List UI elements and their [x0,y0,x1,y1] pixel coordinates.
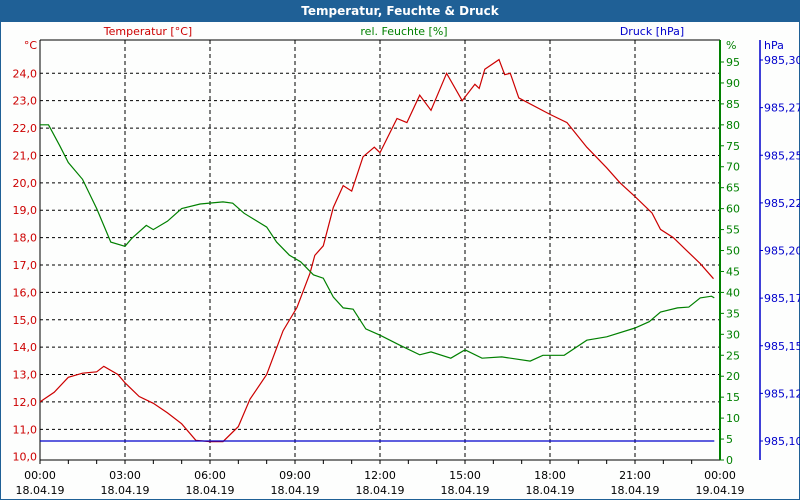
humidity-tick-label: 55 [726,224,740,237]
pressure-tick-label: 985,30 [764,54,800,67]
x-tick-time: 21:00 [619,469,651,482]
temperature-tick-label: 20,0 [13,177,38,190]
temperature-tick-label: 18,0 [13,232,38,245]
pressure-unit-label: hPa [764,39,784,52]
x-tick-date: 19.04.19 [696,484,745,497]
temperature-tick-label: 12,0 [13,396,38,409]
pressure-tick-label: 985,20 [764,245,800,258]
x-tick-date: 18.04.19 [186,484,235,497]
x-tick-time: 03:00 [109,469,141,482]
x-tick-time: 15:00 [449,469,481,482]
humidity-tick-label: 20 [726,370,740,383]
legend-header: Druck [hPa] [620,25,684,38]
x-tick-date: 18.04.19 [271,484,320,497]
x-tick-date: 18.04.19 [16,484,65,497]
temperature-tick-label: 14,0 [13,341,38,354]
pressure-tick-label: 985,25 [764,149,800,162]
x-tick-time: 00:00 [24,469,56,482]
legend-header: rel. Feuchte [%] [360,25,447,38]
temperature-tick-label: 15,0 [13,314,38,327]
x-tick-time: 09:00 [279,469,311,482]
humidity-tick-label: 0 [726,454,733,467]
x-tick-date: 18.04.19 [101,484,150,497]
window-title: Temperatur, Feuchte & Druck [1,1,799,22]
pressure-tick-label: 985,15 [764,340,800,353]
humidity-tick-label: 60 [726,203,740,216]
temperature-tick-label: 10,0 [13,451,38,464]
humidity-tick-label: 45 [726,265,740,278]
temperature-tick-label: 19,0 [13,204,38,217]
temperature-unit-label: °C [24,39,38,52]
humidity-tick-label: 90 [726,77,740,90]
x-tick-time: 18:00 [534,469,566,482]
x-tick-time: 12:00 [364,469,396,482]
temperature-tick-label: 21,0 [13,149,38,162]
temperature-tick-label: 16,0 [13,286,38,299]
humidity-tick-label: 65 [726,182,740,195]
pressure-tick-label: 985,17 [764,292,800,305]
temperature-tick-label: 22,0 [13,122,38,135]
humidity-tick-label: 5 [726,433,733,446]
humidity-tick-label: 50 [726,245,740,258]
humidity-tick-label: 15 [726,391,740,404]
temperature-tick-label: 11,0 [13,423,38,436]
pressure-tick-label: 985,12 [764,387,800,400]
humidity-tick-label: 30 [726,328,740,341]
x-tick-date: 18.04.19 [526,484,575,497]
pressure-tick-label: 985,10 [764,435,800,448]
pressure-tick-label: 985,22 [764,197,800,210]
humidity-tick-label: 70 [726,161,740,174]
humidity-tick-label: 40 [726,286,740,299]
x-tick-time: 06:00 [194,469,226,482]
temperature-tick-label: 24,0 [13,67,38,80]
temperature-series-line [39,58,714,443]
humidity-series-line [40,124,715,362]
x-tick-date: 18.04.19 [611,484,660,497]
humidity-tick-label: 35 [726,307,740,320]
x-tick-date: 18.04.19 [356,484,405,497]
humidity-tick-label: 95 [726,56,740,69]
temperature-tick-label: 13,0 [13,369,38,382]
humidity-tick-label: 10 [726,412,740,425]
temperature-tick-label: 23,0 [13,95,38,108]
humidity-tick-label: 25 [726,349,740,362]
x-tick-date: 18.04.19 [441,484,490,497]
pressure-tick-label: 985,27 [764,102,800,115]
humidity-tick-label: 80 [726,119,740,132]
legend-header: Temperatur [°C] [103,25,192,38]
humidity-tick-label: 85 [726,98,740,111]
x-tick-time: 00:00 [704,469,736,482]
temperature-tick-label: 17,0 [13,259,38,272]
humidity-tick-label: 75 [726,140,740,153]
humidity-unit-label: % [726,39,736,52]
